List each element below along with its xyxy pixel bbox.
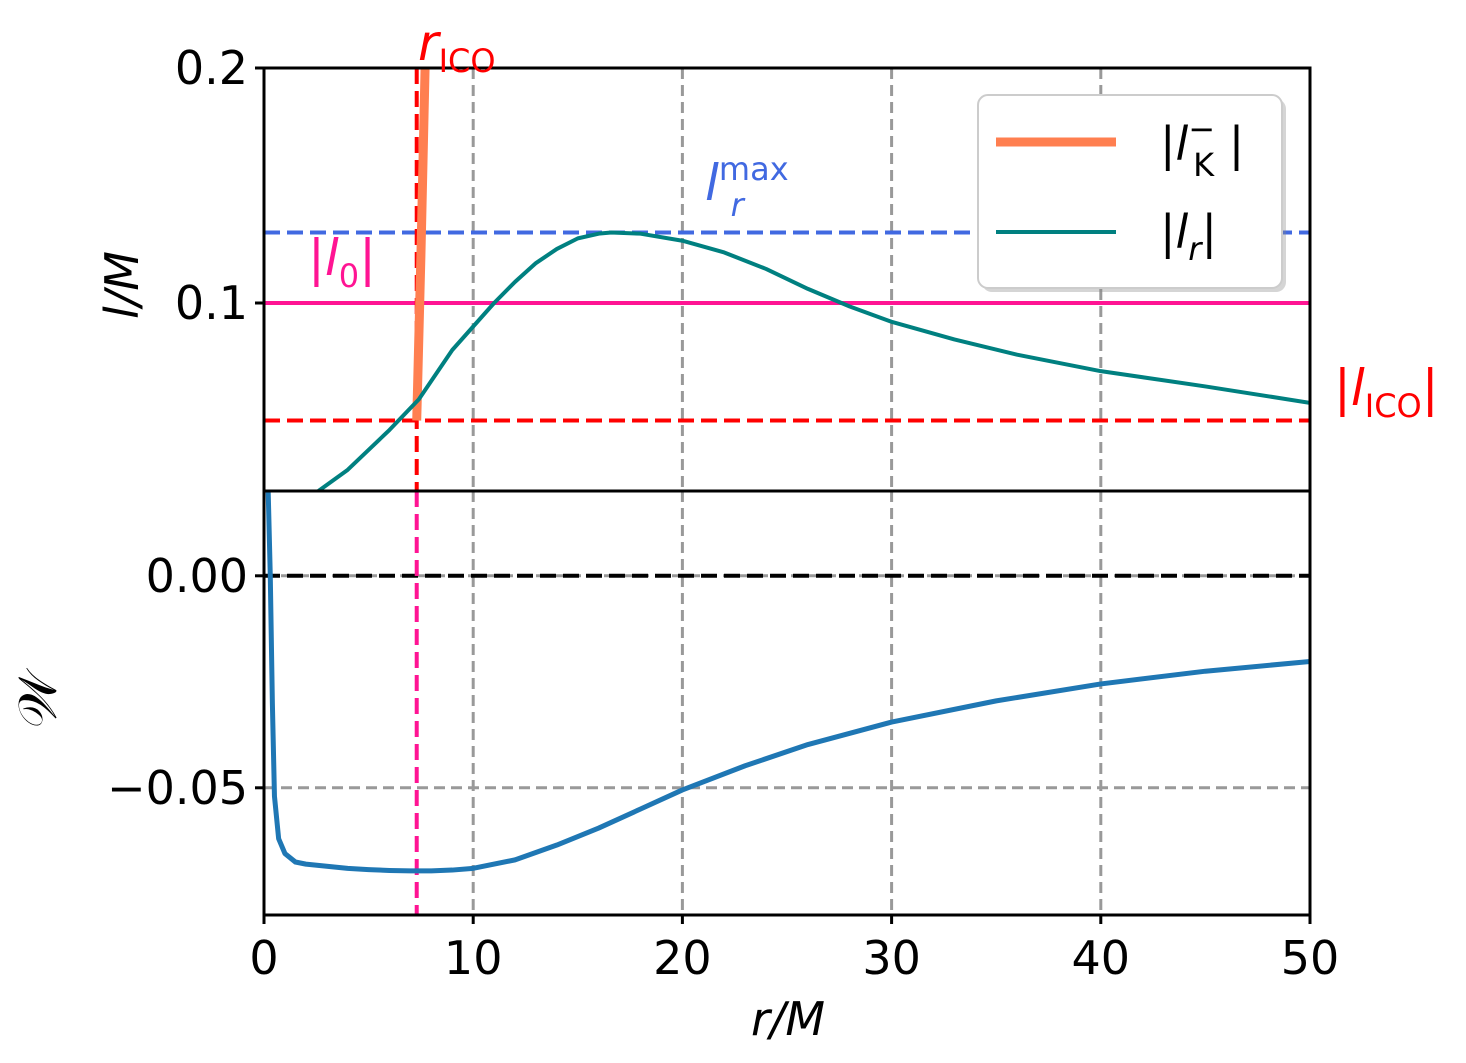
bottom-xtick-label-2: 20 [653,931,712,985]
bottom-xtick-label-1: 10 [444,931,503,985]
bottom-axes-frame [262,489,1312,917]
axes-frames [262,66,1312,917]
bottom-xtick-label-4: 40 [1072,931,1131,985]
legend-label-lr: |lr| [1160,205,1217,268]
top-plot-area [264,68,1310,491]
x-axis-label: r/M [751,992,825,1046]
bottom-xtick-label-3: 30 [862,931,921,985]
bottom-ytick-label-1: −0.05 [107,761,248,815]
top-ytick-label-0: 0.1 [175,276,248,330]
annotation-r-ico: rICO [418,14,496,80]
bottom-xtick-label-0: 0 [249,931,278,985]
top-y-axis-label: l/M [95,251,149,319]
annotation-l-ico: |lICO| [1334,359,1439,425]
legend: |l− K | |lr| [977,94,1286,292]
bottom-ytick-label-0: 0.00 [146,549,248,603]
bottom-grid [264,491,1310,915]
annotation-lr-max: lmax r [705,150,789,224]
legend-label-lK: |l− K | [1160,110,1244,184]
series-line-lK [412,68,430,421]
axis-ticks: 0.1 0.2 0.00 −0.05 0 10 20 30 40 50 [107,41,1339,985]
bottom-y-axis-label: 𝒲 [6,667,69,728]
bottom-xtick-label-5: 50 [1281,931,1340,985]
annotation-l0: |l0| [308,229,376,295]
series-line-lr [317,230,1310,491]
bottom-plot-area [264,491,1310,915]
series-line-W [265,491,1310,874]
top-ytick-label-1: 0.2 [175,41,248,95]
